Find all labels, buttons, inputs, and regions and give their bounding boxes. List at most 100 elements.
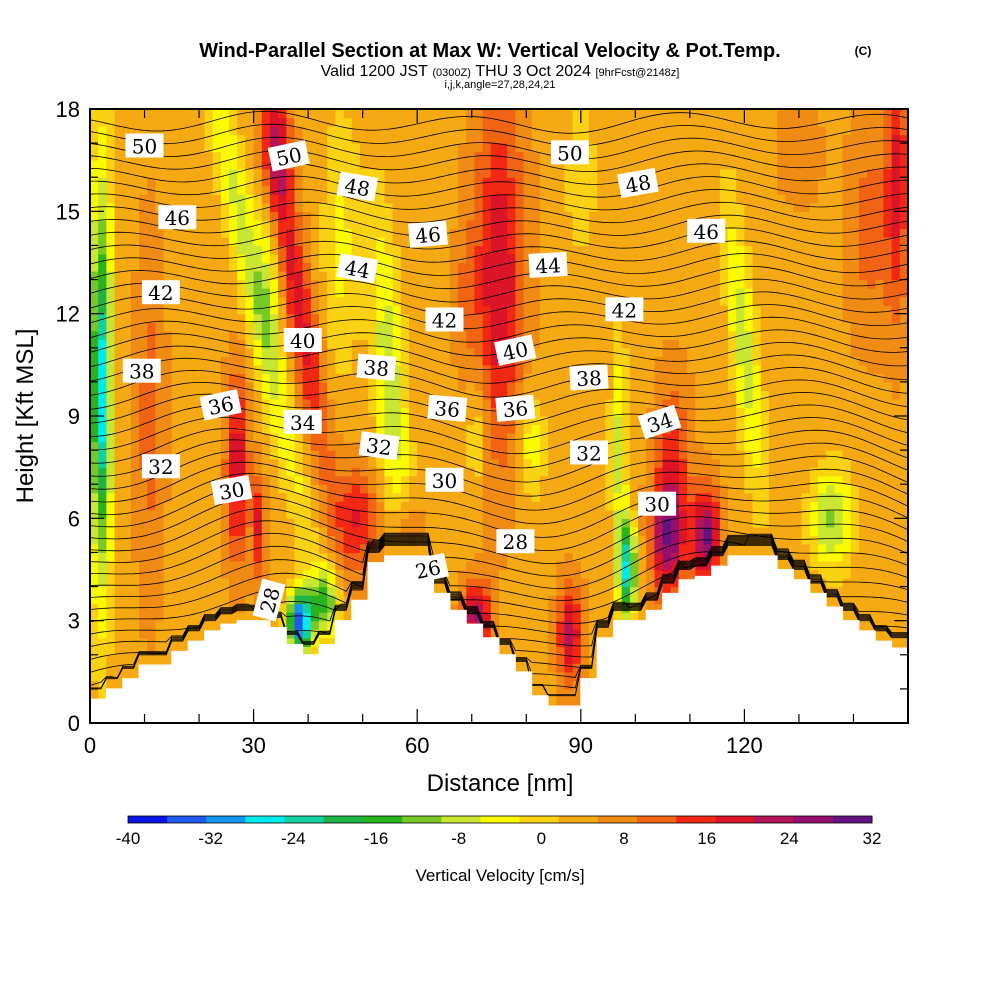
velocity-cell [638,339,647,349]
velocity-cell [237,262,247,272]
velocity-cell [588,569,598,579]
velocity-cell [687,126,696,136]
velocity-cell [302,646,312,656]
velocity-cell [670,560,680,571]
velocity-cell [613,288,623,298]
velocity-cell [204,509,214,519]
velocity-cell [106,433,116,443]
velocity-cell [417,518,426,528]
velocity-cell [409,509,418,519]
velocity-cell [482,501,492,511]
velocity-cell [474,322,484,332]
velocity-cell [155,424,165,434]
velocity-cell [188,339,197,349]
velocity-cell [90,629,99,639]
velocity-cell [654,526,664,536]
velocity-cell [425,518,435,528]
velocity-cell [409,390,418,400]
velocity-cell [548,339,557,349]
velocity-cell [155,305,165,315]
velocity-cell [376,236,386,247]
velocity-cell [188,475,197,485]
velocity-cell [441,450,451,460]
velocity-cell [539,305,549,315]
velocity-cell [728,143,737,153]
velocity-cell [302,109,312,119]
velocity-cell [523,279,533,289]
velocity-cell [147,509,157,519]
velocity-cell [466,509,476,519]
velocity-cell [106,535,116,545]
velocity-cell [343,518,353,528]
velocity-cell [310,595,320,605]
velocity-cell [613,228,623,238]
velocity-cell [613,160,623,170]
velocity-cell [106,211,116,221]
velocity-cell [638,373,647,383]
velocity-cell [335,381,345,392]
velocity-cell [523,450,533,460]
velocity-cell [335,475,345,485]
velocity-cell [147,501,157,511]
velocity-cell [335,535,345,545]
velocity-cell [588,671,598,681]
velocity-cell [564,569,574,579]
velocity-cell [179,416,189,426]
velocity-cell [245,279,255,289]
velocity-cell [687,450,696,460]
velocity-cell [409,322,418,332]
velocity-cell [147,313,157,323]
velocity-cell [556,168,566,178]
velocity-cell [629,526,639,536]
velocity-cell [98,543,107,554]
velocity-cell [319,288,328,298]
velocity-cell [539,296,549,306]
velocity-cell [670,126,680,136]
velocity-cell [90,416,99,426]
velocity-cell [670,143,680,153]
velocity-cell [335,433,345,443]
velocity-cell [343,390,353,400]
velocity-cell [597,219,606,229]
velocity-cell [687,373,696,383]
velocity-cell [147,253,157,264]
velocity-cell [269,475,279,485]
velocity-cell [327,475,336,485]
velocity-cell [392,194,402,204]
velocity-cell [597,603,606,613]
velocity-cell [662,313,672,323]
velocity-cell [719,501,729,511]
velocity-cell [433,109,443,119]
velocity-cell [523,211,533,221]
velocity-cell [196,612,206,622]
velocity-cell [147,160,157,170]
velocity-cell [605,271,615,281]
velocity-cell [703,407,713,417]
velocity-cell [474,296,484,306]
velocity-cell [343,305,353,315]
velocity-cell [319,552,328,562]
velocity-cell [515,586,525,596]
velocity-cell [629,117,639,127]
velocity-cell [736,390,745,400]
velocity-cell [523,185,533,195]
velocity-cell [539,185,549,195]
velocity-cell [237,501,247,511]
velocity-cell [744,416,754,426]
velocity-cell [556,663,566,673]
velocity-cell [605,219,615,229]
velocity-cell [327,501,336,511]
velocity-cell [359,407,369,417]
velocity-cell [736,245,745,255]
velocity-cell [147,646,157,656]
velocity-cell [654,373,664,383]
velocity-cell [319,177,328,187]
velocity-cell [621,330,631,340]
velocity-cell [368,526,377,536]
velocity-cell [531,279,541,289]
velocity-cell [482,296,492,306]
velocity-cell [531,620,541,630]
velocity-cell [490,501,500,511]
velocity-cell [548,543,557,554]
velocity-cell [556,595,566,605]
